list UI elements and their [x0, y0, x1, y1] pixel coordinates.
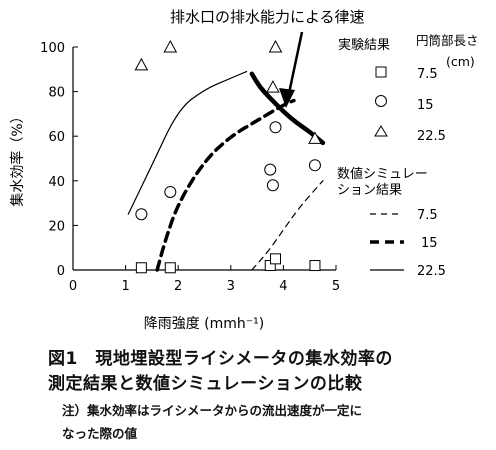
- figure-note-line1: 注）集水効率はライシメータからの流出速度が一定に: [62, 403, 363, 418]
- marker-circle: [164, 185, 177, 198]
- legend-label-7-5: 7.5: [417, 67, 438, 82]
- y-tick-label: 40: [48, 175, 65, 190]
- x-tick-label: 1: [121, 279, 129, 294]
- sim-curve-thin-dashed: [251, 180, 324, 271]
- sim-curve-thick-dashed: [155, 98, 296, 272]
- marker-square: [135, 262, 147, 274]
- marker-circle: [264, 163, 277, 176]
- x-tick-label: 4: [279, 279, 287, 294]
- legend-label-22-5: 22.5: [417, 129, 446, 144]
- marker-circle: [266, 179, 279, 192]
- legend-label-15: 15: [417, 98, 434, 113]
- legend-sim-label-15: 15: [421, 236, 438, 251]
- sim-curve-thin-solid: [127, 70, 248, 215]
- annotation-arrow: [286, 31, 304, 99]
- x-tick-label: 3: [227, 279, 235, 294]
- x-tick-label: 2: [174, 279, 182, 294]
- figure-caption-line2: 測定結果と数値シミュレーションの比較: [48, 374, 363, 394]
- marker-square: [270, 253, 282, 265]
- marker-square: [164, 262, 176, 274]
- x-tick-label: 5: [332, 279, 340, 294]
- figure-caption-line1: 図1 現地埋設型ライシメータの集水効率の: [48, 349, 393, 369]
- y-tick-label: 20: [48, 219, 65, 234]
- annotation-text: 排水口の排水能力による律速: [170, 8, 365, 26]
- sim-curve-thick-solid: [249, 71, 326, 146]
- x-axis-label: 降雨強度 (mmh⁻¹): [144, 316, 265, 332]
- legend-title-sim-line1: 数値シミュレー: [337, 166, 428, 182]
- legend-sim-label-7-5: 7.5: [417, 208, 438, 223]
- y-tick-label: 80: [48, 86, 65, 101]
- marker-triangle: [163, 39, 178, 53]
- legend-unit: (cm): [446, 54, 475, 69]
- marker-triangle: [266, 80, 280, 93]
- marker-triangle: [308, 131, 322, 144]
- marker-triangle: [134, 57, 149, 71]
- marker-circle: [308, 159, 321, 172]
- annotation-arrow-head: [279, 88, 295, 108]
- y-axis-label: 集水効率（%）: [9, 109, 26, 206]
- y-tick-label: 0: [57, 264, 65, 279]
- legend-title-measured: 実験結果: [338, 37, 390, 53]
- legend-title-param: 円筒部長さ: [416, 33, 479, 48]
- legend-triangle-marker: [374, 125, 388, 137]
- marker-square: [309, 260, 321, 272]
- figure-note-line2: なった際の値: [62, 426, 138, 441]
- legend-square-marker: [375, 66, 387, 78]
- x-tick-label: 0: [69, 279, 77, 294]
- marker-circle: [135, 208, 148, 221]
- marker-triangle: [268, 39, 283, 53]
- legend-circle-marker: [375, 95, 387, 107]
- marker-circle: [269, 121, 282, 134]
- legend-title-sim-line2: ション結果: [337, 183, 402, 198]
- y-tick-label: 100: [40, 41, 65, 56]
- y-tick-label: 60: [48, 130, 65, 145]
- legend-sim-label-22-5: 22.5: [417, 264, 446, 279]
